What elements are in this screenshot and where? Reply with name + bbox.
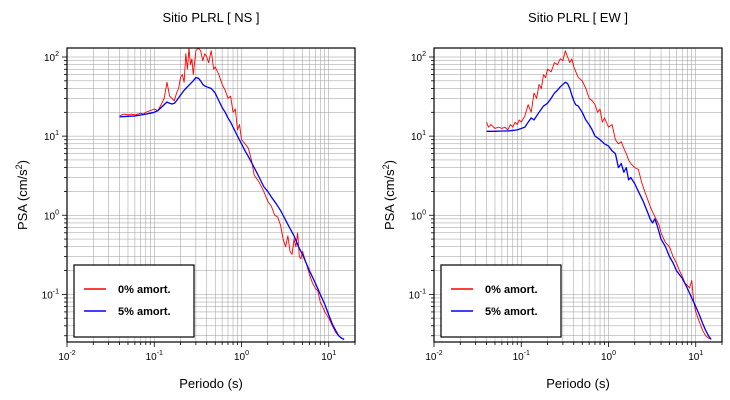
series-line-blue [119,76,345,340]
x-tick-label: 10-1 [146,350,163,363]
legend-box [73,264,195,338]
chart-panel-2: Sitio PLRL [ EW ] 10-2 10-1 100 101 10-1 100 10… [381,10,723,391]
x-tick-label: 100 [234,350,249,363]
x-axis-label: Periodo (s) [546,376,610,391]
series-line-blue [486,81,712,340]
y-axis-label: PSA (cm/s2) [381,160,397,230]
legend-label: 5% amort. [485,306,538,318]
y-tick-label: 100 [44,209,59,222]
x-tick-label: 10-1 [513,350,530,363]
plot-frame [433,47,723,343]
x-axis-label: Periodo (s) [179,376,243,391]
y-tick-label: 102 [44,51,59,64]
legend-label: 0% amort. [118,284,171,296]
y-tick-label: 102 [411,51,426,64]
x-tick-label: 100 [601,350,616,363]
y-axis-label: PSA (cm/s2) [14,160,30,230]
axis-ticks [62,56,356,347]
y-tick-label: 101 [411,130,426,143]
chart-panel-1: Sitio PLRL [ NS ] 10-2 10-1 100 101 10-1 100 10… [14,10,356,391]
axis-ticks [429,56,723,347]
x-tick-label: 10-2 [425,350,442,363]
legend-box [440,264,562,338]
x-tick-label: 10-2 [58,350,75,363]
chart-title: Sitio PLRL [ EW ] [528,10,628,25]
legend-label: 0% amort. [485,284,538,296]
y-tick-label: 10-1 [409,288,426,301]
x-tick-label: 101 [321,350,336,363]
legend-label: 5% amort. [118,306,171,318]
series-line-red [486,50,712,340]
legend: 0% amort. 5% amort. [73,264,195,338]
y-tick-label: 100 [411,209,426,222]
plot-frame [66,47,356,343]
x-tick-label: 101 [688,350,703,363]
chart-title: Sitio PLRL [ NS ] [162,10,259,25]
grid [66,48,356,342]
legend: 0% amort. 5% amort. [440,264,562,338]
series-line-red [119,47,345,340]
y-tick-label: 101 [44,130,59,143]
y-tick-label: 10-1 [42,288,59,301]
